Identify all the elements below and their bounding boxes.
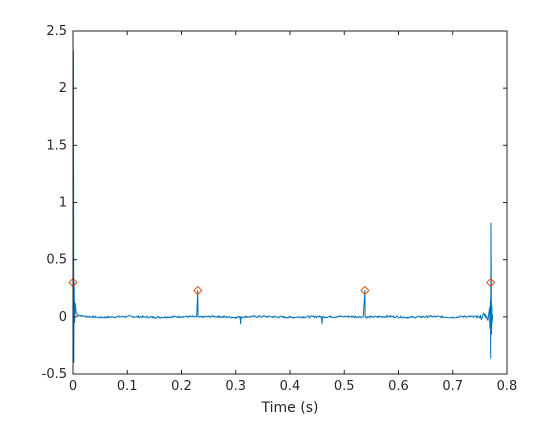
peak-marker (193, 285, 203, 296)
x-tick-label: 0.4 (280, 379, 301, 394)
x-axis-label: Time (s) (261, 400, 319, 416)
x-tick-label: 0.5 (334, 379, 355, 394)
y-axis-ticks: -0.5 0 0.5 1 1.5 2 2.5 (42, 24, 507, 382)
x-tick-label: 0.7 (442, 379, 463, 394)
y-tick-label: 2.5 (46, 24, 67, 39)
y-tick-label: 0.5 (46, 253, 67, 268)
x-tick-label: 0.3 (225, 379, 246, 394)
x-tick-label: 0 (69, 379, 77, 394)
x-tick-label: 0.2 (171, 379, 192, 394)
x-tick-label: 0.6 (388, 379, 409, 394)
y-tick-label: -0.5 (42, 367, 67, 382)
signal-line (72, 49, 494, 364)
x-tick-label: 0.8 (497, 379, 518, 394)
series-layer (72, 49, 494, 364)
y-tick-label: 0 (59, 310, 67, 325)
y-tick-label: 1.5 (46, 138, 67, 153)
marker-layer (68, 277, 496, 296)
peak-marker (360, 285, 370, 296)
x-tick-label: 0.1 (117, 379, 138, 394)
x-axis-ticks: 0 0.1 0.2 0.3 0.4 0.5 0.6 0.7 0.8 (69, 31, 517, 394)
plot-area (73, 31, 507, 374)
peak-marker (486, 277, 496, 288)
y-tick-label: 1 (59, 196, 67, 211)
y-tick-label: 2 (59, 81, 67, 96)
